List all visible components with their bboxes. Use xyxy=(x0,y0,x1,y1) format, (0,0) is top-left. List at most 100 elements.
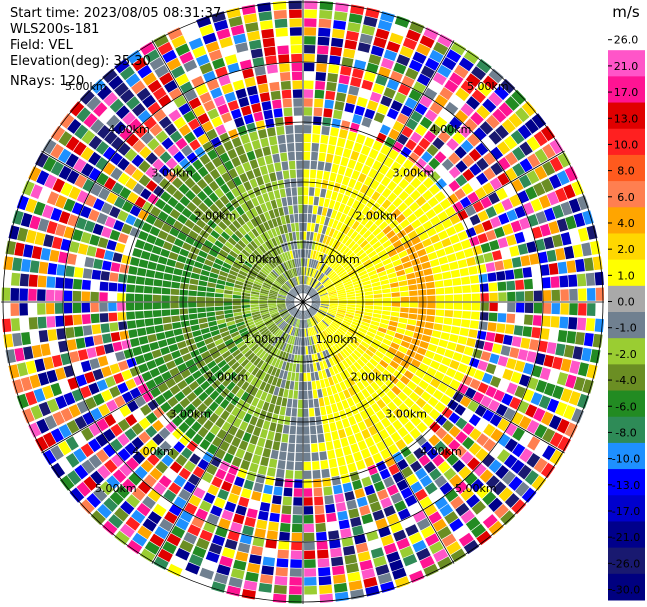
radar-gate xyxy=(280,215,286,225)
radar-gate xyxy=(376,331,386,338)
radar-gate xyxy=(257,273,266,280)
radar-gate xyxy=(386,390,397,401)
radar-gate xyxy=(35,436,49,452)
radar-gate xyxy=(494,85,509,101)
radar-gate xyxy=(337,352,345,361)
radar-gate xyxy=(412,510,427,523)
radar-gate xyxy=(326,386,333,396)
radar-gate xyxy=(333,11,348,22)
radar-gate xyxy=(435,414,447,426)
radar-gate xyxy=(270,503,281,514)
radar-gate xyxy=(299,373,303,382)
radar-gate xyxy=(254,65,266,76)
radar-gate xyxy=(269,172,277,182)
radar-gate xyxy=(286,134,294,143)
radar-gate xyxy=(277,549,289,559)
radar-gate xyxy=(519,431,533,446)
radar-gate xyxy=(349,471,360,482)
radar-gate xyxy=(297,285,301,294)
nrays: NRays: 120 xyxy=(10,74,85,89)
radar-gate xyxy=(506,280,516,291)
radar-gate xyxy=(282,312,290,319)
radar-gate xyxy=(133,218,145,229)
radar-gate xyxy=(173,151,185,163)
radar-gate xyxy=(495,465,509,479)
radar-gate xyxy=(109,272,119,282)
radar-gate xyxy=(452,391,464,403)
radar-gate xyxy=(298,204,303,214)
radar-gate xyxy=(272,441,281,451)
radar-gate xyxy=(304,285,307,294)
radar-gate xyxy=(374,421,385,432)
radar-gate xyxy=(560,201,573,216)
radar-gate xyxy=(362,230,372,239)
radar-gate xyxy=(42,139,57,155)
radar-gate xyxy=(380,417,391,428)
radar-gate xyxy=(205,297,215,302)
radar-gate xyxy=(121,391,134,404)
radar-gate xyxy=(8,225,20,240)
radar-gate xyxy=(476,157,489,171)
radar-gate xyxy=(363,287,373,292)
radar-gate xyxy=(328,307,338,311)
radar-gate xyxy=(471,302,480,311)
radar-gate xyxy=(415,124,428,137)
radar-gate xyxy=(197,285,207,292)
radar-gate xyxy=(333,155,342,165)
radar-gate xyxy=(282,284,290,291)
radar-gate xyxy=(452,242,463,252)
radar-gate xyxy=(268,293,278,297)
radar-gate xyxy=(50,462,66,479)
radar-gate xyxy=(195,537,210,550)
radar-gate xyxy=(235,42,249,53)
radar-gate xyxy=(378,221,388,231)
radar-gate xyxy=(112,252,123,263)
radar-gate xyxy=(498,102,513,117)
radar-gate xyxy=(463,49,480,65)
radar-gate xyxy=(358,327,368,334)
radar-gate xyxy=(362,352,372,361)
radar-gate xyxy=(313,325,319,334)
radar-gate xyxy=(211,116,223,128)
radar-gate xyxy=(318,18,332,28)
radar-gate xyxy=(193,487,206,499)
radar-gate xyxy=(289,577,302,586)
radar-gate xyxy=(364,294,374,299)
range-ring-label: 1.00km xyxy=(318,253,360,266)
radar-gate xyxy=(386,484,399,496)
radar-gate xyxy=(523,278,533,290)
radar-gate xyxy=(297,187,303,196)
radar-gate xyxy=(488,68,504,84)
radar-gate xyxy=(171,415,184,427)
radar-gate xyxy=(379,235,389,245)
radar-gate xyxy=(234,243,244,252)
radar-gate xyxy=(221,547,236,559)
radar-gate xyxy=(304,523,315,533)
radar-gate xyxy=(261,286,270,291)
radar-gate xyxy=(338,203,346,213)
radar-gate xyxy=(364,219,374,230)
radar-gate xyxy=(305,310,309,319)
radar-gate xyxy=(347,131,357,142)
radar-gate xyxy=(205,41,220,53)
radar-gate xyxy=(283,333,289,342)
radar-gate xyxy=(102,260,112,271)
radar-gate xyxy=(199,500,212,512)
radar-gate xyxy=(406,324,416,332)
radar-gate xyxy=(142,201,154,213)
radar-gate xyxy=(255,389,263,399)
radar-gate xyxy=(303,355,306,364)
radar-gate xyxy=(345,357,353,366)
radar-gate xyxy=(104,413,117,427)
radar-gate xyxy=(365,156,375,168)
colorbar-segment xyxy=(608,154,645,182)
radar-gate xyxy=(278,308,287,313)
radar-gate xyxy=(337,307,347,311)
radar-gate xyxy=(327,73,338,83)
radar-gate xyxy=(409,201,420,213)
radar-gate xyxy=(364,262,374,270)
radar-gate xyxy=(291,317,296,326)
radar-gate xyxy=(260,137,270,148)
radar-gate xyxy=(386,203,397,214)
radar-gate xyxy=(221,245,231,254)
